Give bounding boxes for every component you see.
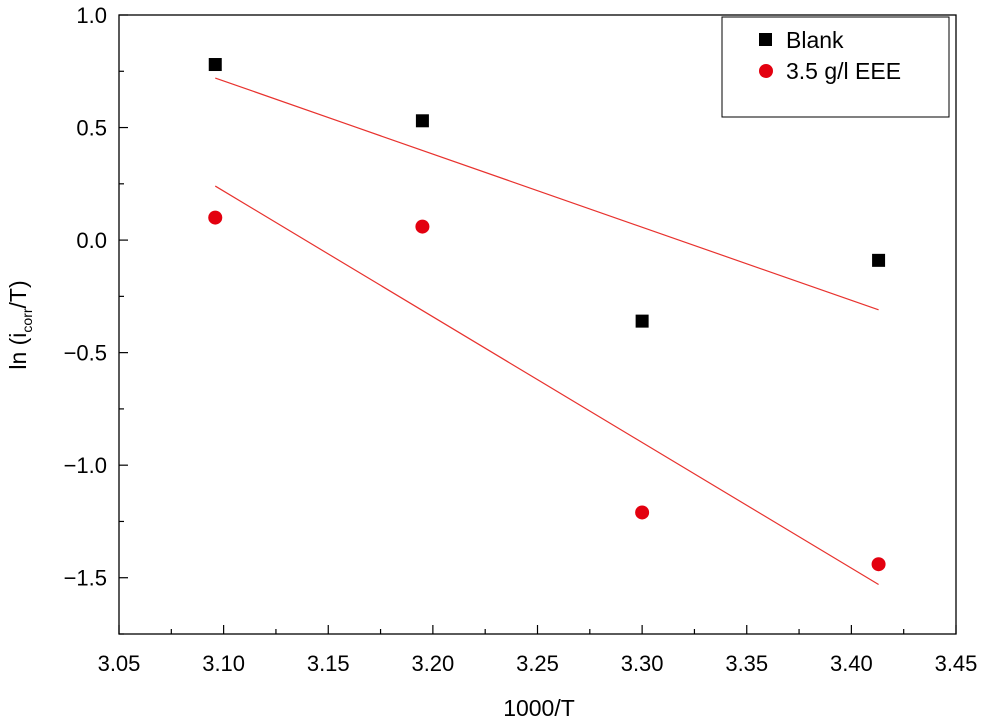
x-axis-title: 1000/T [503, 695, 575, 721]
x-tick-label: 3.40 [830, 651, 873, 676]
legend-label-blank: Blank [786, 27, 844, 53]
x-tick-label: 3.15 [307, 651, 350, 676]
legend-marker-blank [759, 33, 772, 46]
x-tick-label: 3.10 [202, 651, 245, 676]
x-tick-label: 3.25 [516, 651, 559, 676]
y-axis-title-main: ln (i [5, 333, 31, 370]
y-tick-label: 0.5 [76, 116, 107, 141]
x-tick-label: 3.30 [621, 651, 664, 676]
data-point-square [208, 58, 222, 72]
data-point-square [872, 253, 886, 267]
x-tick-label: 3.05 [98, 651, 141, 676]
y-axis-title-tail: /T) [5, 280, 31, 308]
data-point-circle [415, 219, 430, 234]
fit-line-series-0 [215, 77, 879, 311]
data-point-circle [208, 210, 223, 225]
y-tick-label: 1.0 [76, 3, 107, 28]
data-point-square [635, 314, 649, 328]
y-tick-label: −1.5 [64, 566, 107, 591]
y-tick-label: −0.5 [64, 341, 107, 366]
legend: Blank 3.5 g/l EEE [721, 16, 950, 118]
x-tick-label: 3.45 [935, 651, 978, 676]
fit-line-series-1 [214, 185, 879, 585]
data-point-circle [635, 505, 650, 520]
y-tick-label: −1.0 [64, 453, 107, 478]
legend-marker-eee [759, 64, 773, 78]
y-axis-title: ln (icorr/T) [5, 280, 35, 369]
data-point-square [415, 114, 429, 128]
y-axis-title-subscript: corr [19, 308, 35, 332]
x-tick-label: 3.35 [725, 651, 768, 676]
x-tick-label: 3.20 [411, 651, 454, 676]
legend-label-eee: 3.5 g/l EEE [786, 58, 901, 84]
data-point-circle [871, 557, 886, 572]
y-tick-label: 0.0 [76, 228, 107, 253]
